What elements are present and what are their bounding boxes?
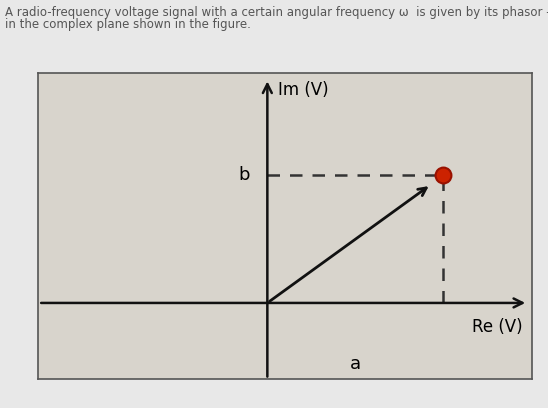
Point [439,172,448,179]
Text: b: b [238,166,250,184]
Text: Im (V): Im (V) [278,81,329,99]
Text: A radio-frequency voltage signal with a certain angular frequency ω  is given by: A radio-frequency voltage signal with a … [5,6,548,19]
Text: Re (V): Re (V) [472,318,523,336]
Text: in the complex plane shown in the figure.: in the complex plane shown in the figure… [5,18,252,31]
Text: a: a [350,355,361,373]
